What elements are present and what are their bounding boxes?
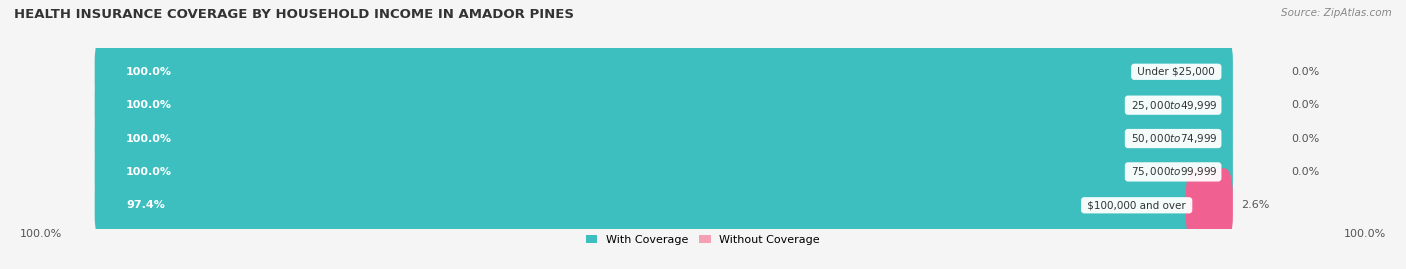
Text: 100.0%: 100.0% [20, 229, 62, 239]
FancyBboxPatch shape [94, 101, 1233, 176]
FancyBboxPatch shape [1185, 168, 1233, 242]
Text: 100.0%: 100.0% [1344, 229, 1386, 239]
FancyBboxPatch shape [94, 68, 1233, 142]
Text: 0.0%: 0.0% [1291, 100, 1319, 110]
FancyBboxPatch shape [94, 101, 1233, 176]
Legend: With Coverage, Without Coverage: With Coverage, Without Coverage [586, 235, 820, 245]
Text: HEALTH INSURANCE COVERAGE BY HOUSEHOLD INCOME IN AMADOR PINES: HEALTH INSURANCE COVERAGE BY HOUSEHOLD I… [14, 8, 574, 21]
Text: $50,000 to $74,999: $50,000 to $74,999 [1128, 132, 1219, 145]
Text: $25,000 to $49,999: $25,000 to $49,999 [1128, 99, 1219, 112]
FancyBboxPatch shape [94, 135, 1233, 209]
Text: $75,000 to $99,999: $75,000 to $99,999 [1128, 165, 1219, 178]
Text: 100.0%: 100.0% [127, 167, 172, 177]
FancyBboxPatch shape [94, 135, 1233, 209]
Text: 97.4%: 97.4% [127, 200, 165, 210]
Text: 100.0%: 100.0% [127, 133, 172, 144]
Text: 0.0%: 0.0% [1291, 67, 1319, 77]
FancyBboxPatch shape [94, 168, 1233, 242]
Text: Under $25,000: Under $25,000 [1135, 67, 1219, 77]
Text: 100.0%: 100.0% [127, 100, 172, 110]
Text: Source: ZipAtlas.com: Source: ZipAtlas.com [1281, 8, 1392, 18]
FancyBboxPatch shape [94, 68, 1233, 142]
Text: 0.0%: 0.0% [1291, 167, 1319, 177]
Text: 0.0%: 0.0% [1291, 133, 1319, 144]
FancyBboxPatch shape [94, 35, 1233, 109]
FancyBboxPatch shape [94, 168, 1204, 242]
Text: 100.0%: 100.0% [127, 67, 172, 77]
Text: $100,000 and over: $100,000 and over [1084, 200, 1189, 210]
Text: 2.6%: 2.6% [1240, 200, 1270, 210]
FancyBboxPatch shape [94, 35, 1233, 109]
